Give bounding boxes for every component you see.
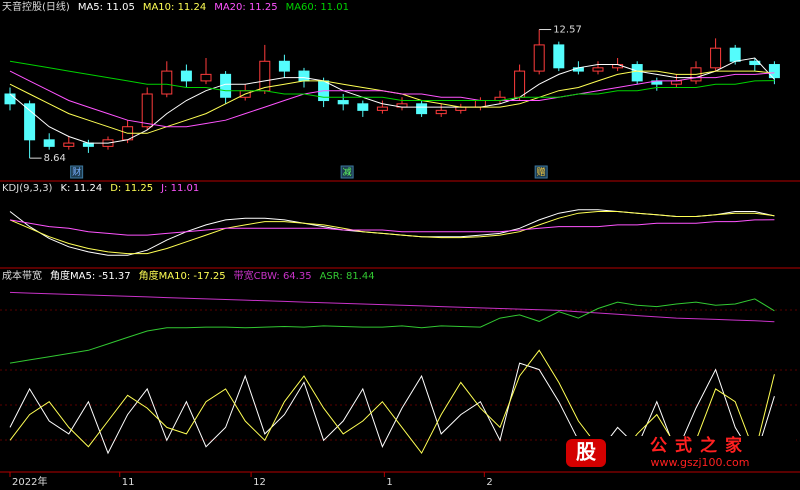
candle-body — [729, 47, 741, 62]
legend-entry: MA5: 11.05 — [78, 2, 135, 13]
series-line — [9, 291, 775, 323]
panel-guides — [0, 309, 800, 441]
candle-body — [141, 93, 153, 128]
event-marker — [534, 165, 548, 179]
legend-entry: MA60: 11.01 — [286, 2, 349, 13]
candle-body — [592, 67, 604, 72]
event-label: 财 — [72, 166, 81, 178]
series-line — [9, 70, 775, 128]
x-tick-label: 2022年 — [12, 475, 47, 488]
legend-entry: J: 11.01 — [160, 183, 199, 194]
candle-body — [180, 70, 192, 82]
candle-body — [43, 139, 55, 147]
annotation-label: 12.57 — [553, 25, 582, 36]
candle-body — [259, 60, 271, 92]
annotation-label: 8.64 — [44, 153, 66, 164]
legend-entry: MA10: 11.24 — [143, 2, 206, 13]
event-label: 赠 — [537, 166, 546, 178]
x-tick-label: 2 — [486, 477, 492, 488]
legend-entry: 带宽CBW: 64.35 — [234, 269, 312, 282]
x-tick-label: 12 — [253, 477, 266, 488]
panel-title: KDJ(9,3,3) — [2, 183, 53, 194]
candle-body — [161, 70, 173, 95]
candle-body — [337, 100, 349, 105]
x-tick-label: 1 — [386, 477, 392, 488]
candle-body — [278, 60, 290, 72]
series-line — [9, 349, 775, 461]
x-tick-label: 11 — [122, 477, 135, 488]
series-line — [9, 298, 775, 364]
watermark-icon: 股 — [576, 440, 596, 464]
panel-title: 成本带宽 — [2, 269, 42, 282]
event-marker — [340, 165, 354, 179]
candle-body — [553, 44, 565, 69]
candle-body — [710, 47, 722, 69]
series-line — [9, 60, 775, 101]
candle-body — [4, 93, 16, 105]
candle-body — [533, 44, 545, 72]
event-label: 减 — [343, 166, 352, 178]
legend-entry: D: 11.25 — [110, 183, 153, 194]
series-line — [9, 219, 775, 236]
candle-body — [63, 142, 75, 147]
watermark-icon-bg — [566, 439, 606, 467]
legend-entry: ASR: 81.44 — [320, 271, 375, 282]
candle-body — [416, 103, 428, 115]
candle-body — [768, 64, 780, 79]
legend-entry: 角度MA10: -17.25 — [139, 269, 226, 282]
legend-entry: 角度MA5: -51.37 — [50, 269, 131, 282]
candle-body — [376, 106, 388, 111]
watermark-text: 公式之家 — [650, 435, 750, 456]
candle-body — [200, 73, 212, 82]
candle-body — [357, 103, 369, 111]
watermark: 股 公式之家 www.gszj100.com — [560, 435, 796, 470]
event-marker — [70, 165, 84, 179]
series-line — [9, 211, 775, 255]
candle-body — [514, 70, 526, 98]
legend-entry: K: 11.24 — [60, 183, 102, 194]
candle-body — [24, 103, 36, 141]
panel-title: 天音控股(日线) — [2, 0, 70, 13]
series-line — [9, 57, 775, 144]
candle-body — [631, 64, 643, 82]
candle-body — [298, 70, 310, 82]
watermark-url: www.gszj100.com — [650, 456, 749, 469]
legend-entry: MA20: 11.25 — [214, 2, 277, 13]
candle-body — [435, 109, 447, 115]
series-line — [9, 209, 775, 256]
